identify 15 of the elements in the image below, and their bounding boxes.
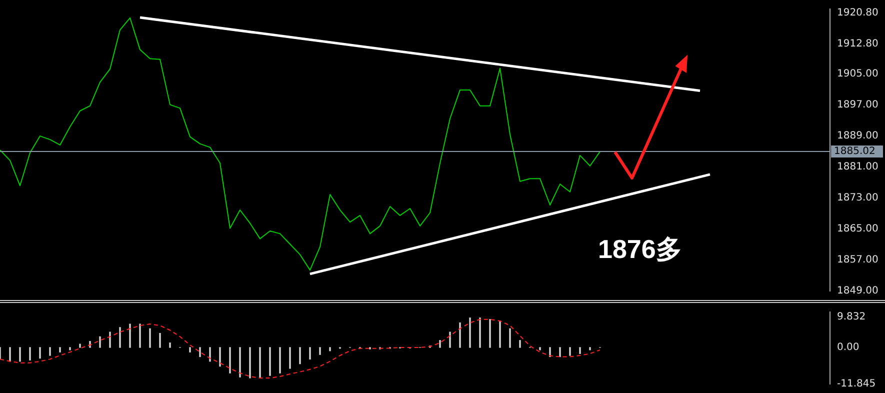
- y-tick-label: -11.845: [837, 378, 876, 390]
- y-tick-label: 1857.00: [837, 254, 878, 266]
- y-tick-label: 1873.00: [837, 192, 878, 204]
- y-tick-label: 1881.00: [837, 162, 878, 173]
- y-tick-label: 1905.00: [837, 68, 878, 80]
- y-tick-label: 1865.00: [837, 224, 878, 235]
- y-tick-label: 1889.00: [837, 130, 878, 142]
- y-tick-label: 9.832: [837, 312, 866, 323]
- y-tick-label: 1849.00: [837, 286, 878, 297]
- ref-line-label: 1885.02: [834, 146, 876, 158]
- y-tick-label: 1897.00: [837, 100, 878, 111]
- y-tick-label: 0.00: [837, 342, 860, 354]
- y-tick-label: 1920.80: [837, 7, 878, 18]
- y-tick-label: 1912.80: [837, 38, 878, 50]
- annotation: 1876多: [598, 233, 682, 266]
